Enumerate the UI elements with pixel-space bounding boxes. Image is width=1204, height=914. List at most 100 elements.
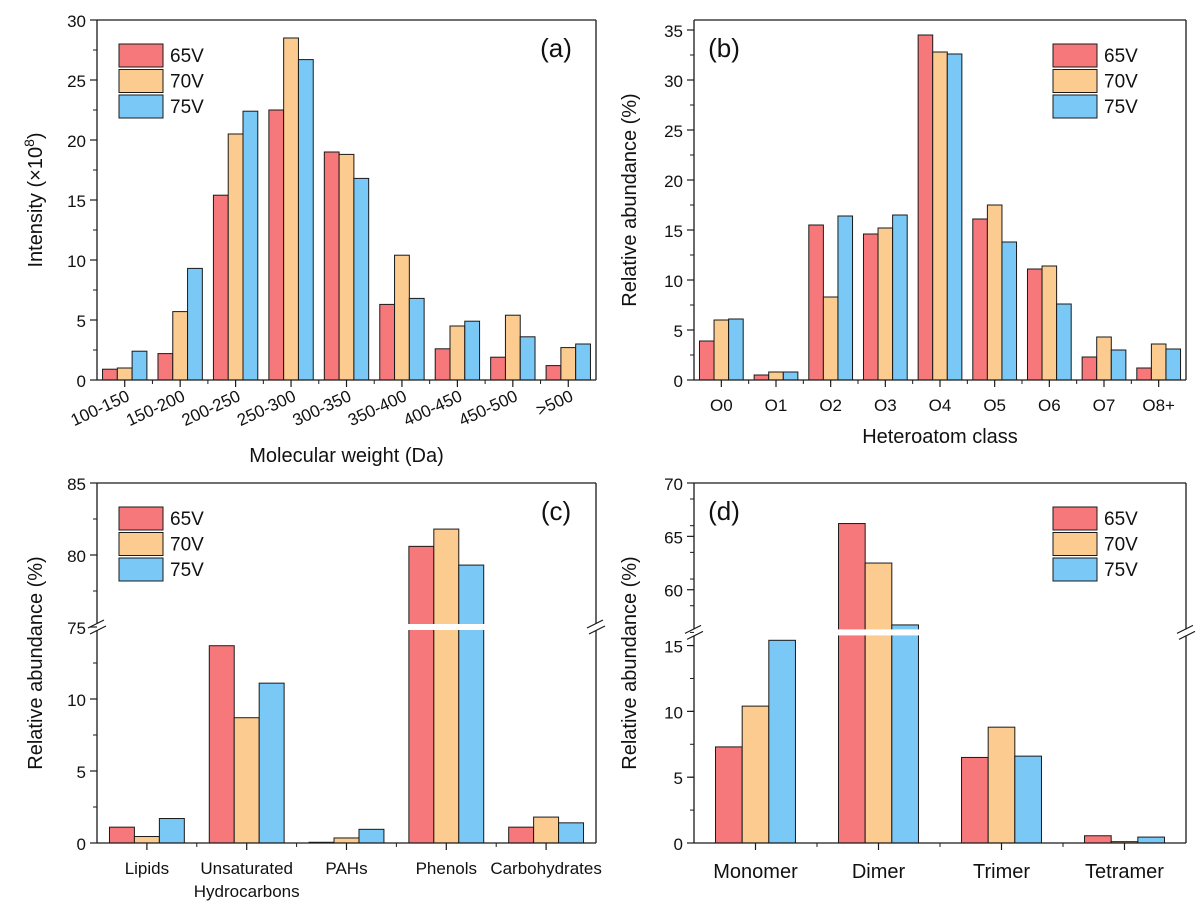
bar-a-70V-8	[560, 347, 577, 381]
y-tick-label: 60	[664, 582, 683, 601]
legend-swatch-75V	[1052, 94, 1098, 119]
x-tick-label: 150-200	[123, 386, 188, 430]
bar-b-75V-2	[837, 215, 854, 381]
x-tick-label: Trimer	[973, 861, 1030, 883]
axis-break-mark	[89, 625, 107, 635]
x-tick-label: PAHs	[325, 859, 367, 878]
bar-c-75V-0	[158, 818, 185, 844]
bar-d-75V-1	[891, 624, 919, 844]
y-tick-label: 10	[67, 691, 86, 710]
bar-a-65V-1	[157, 353, 174, 381]
legend-label-65V: 65V	[1104, 46, 1138, 67]
bar-a-70V-3	[283, 37, 299, 381]
bar-c-65V-4	[508, 826, 535, 844]
x-tick-label: O8+	[1142, 396, 1175, 415]
legend-label-75V: 75V	[1104, 560, 1138, 581]
y-tick-label: 0	[77, 835, 86, 854]
bar-a-75V-6	[464, 320, 481, 381]
bar-d-65V-2	[961, 756, 989, 844]
legend-label-75V: 75V	[170, 560, 204, 581]
y-tick-label: 65	[664, 528, 683, 547]
legend-swatch-65V	[118, 506, 164, 531]
bar-a-65V-8	[545, 365, 562, 381]
y-axis-label: Relative abundance (%)	[25, 556, 47, 769]
bar-b-75V-7	[1110, 349, 1127, 381]
x-tick-label: O0	[710, 396, 733, 415]
bar-d-70V-1	[864, 562, 893, 844]
bar-b-75V-6	[1056, 303, 1072, 381]
bar-b-70V-7	[1096, 336, 1112, 381]
bar-b-70V-1	[768, 371, 784, 381]
legend-swatch-65V	[118, 43, 164, 68]
bar-b-75V-0	[728, 318, 744, 381]
x-tick-label: >500	[533, 386, 576, 419]
bar-b-70V-4	[932, 51, 948, 381]
axis-break-mark	[686, 630, 704, 640]
bar-d-65V-0	[715, 746, 743, 844]
bar-a-75V-1	[187, 267, 203, 381]
legend-label-70V: 70V	[1104, 535, 1138, 556]
panel-label: (d)	[708, 496, 740, 526]
bar-c-70V-4	[533, 816, 560, 844]
bar-b-70V-3	[877, 227, 894, 381]
bar-d-75V-3	[1137, 836, 1165, 844]
bar-a-65V-6	[434, 348, 451, 381]
axis-break-gap	[98, 624, 595, 630]
bar-b-75V-3	[892, 214, 908, 381]
bar-c-75V-2	[358, 828, 385, 844]
x-tick-label: O3	[874, 396, 897, 415]
bar-c-65V-1	[208, 645, 235, 844]
y-tick-label: 35	[664, 22, 683, 41]
x-axis-label: Heteroatom class	[862, 426, 1018, 448]
axis-break-mark	[586, 619, 604, 629]
legend-label-65V: 65V	[1104, 509, 1138, 530]
legend-label-70V: 70V	[170, 535, 204, 556]
y-tick-label: 0	[77, 372, 86, 391]
legend-swatch-70V	[1052, 532, 1098, 556]
bar-b-75V-8	[1165, 348, 1182, 381]
bar-b-70V-8	[1150, 343, 1167, 381]
x-tick-label: Hydrocarbons	[194, 882, 300, 901]
bar-a-70V-5	[394, 254, 410, 381]
bar-a-65V-7	[490, 356, 506, 381]
y-tick-label: 10	[664, 272, 683, 291]
legend-swatch-75V	[118, 557, 164, 582]
y-tick-label: 10	[664, 703, 683, 722]
x-tick-label: Lipids	[125, 859, 169, 878]
y-tick-label: 80	[67, 547, 86, 566]
y-tick-label: 75	[67, 619, 86, 638]
bar-b-70V-0	[713, 319, 730, 381]
bar-c-75V-4	[558, 822, 585, 844]
x-tick-label: Dimer	[852, 861, 906, 883]
bar-b-70V-2	[822, 296, 839, 381]
y-tick-label: 85	[67, 475, 86, 494]
bar-c-75V-1	[258, 682, 285, 844]
bar-c-75V-3	[458, 564, 485, 844]
x-tick-label: O1	[765, 396, 788, 415]
legend-label-75V: 75V	[1104, 97, 1138, 118]
bar-b-65V-2	[808, 224, 824, 381]
bar-d-65V-3	[1084, 835, 1112, 844]
bar-d-70V-0	[741, 705, 770, 844]
bar-a-70V-7	[504, 314, 521, 381]
bar-a-65V-5	[379, 303, 396, 381]
y-axis-label: Relative abundance (%)	[619, 93, 641, 306]
legend-label-65V: 65V	[170, 509, 204, 530]
y-tick-label: 20	[67, 132, 86, 151]
y-tick-label: 5	[674, 322, 683, 341]
legend-label-70V: 70V	[1104, 72, 1138, 93]
y-tick-label: 20	[664, 172, 683, 191]
bar-a-75V-7	[519, 336, 536, 381]
axis-break-mark	[1178, 630, 1196, 640]
x-tick-label: 350-400	[345, 386, 410, 430]
bar-b-65V-8	[1136, 367, 1152, 381]
bar-a-70V-4	[338, 153, 355, 381]
y-tick-label: 15	[67, 192, 86, 211]
bar-c-70V-2	[333, 837, 360, 844]
legend-swatch-70V	[1052, 69, 1098, 93]
bar-b-65V-1	[753, 374, 770, 381]
y-tick-label: 30	[664, 72, 683, 91]
bar-b-70V-6	[1041, 265, 1058, 381]
y-tick-label: 15	[664, 222, 683, 241]
